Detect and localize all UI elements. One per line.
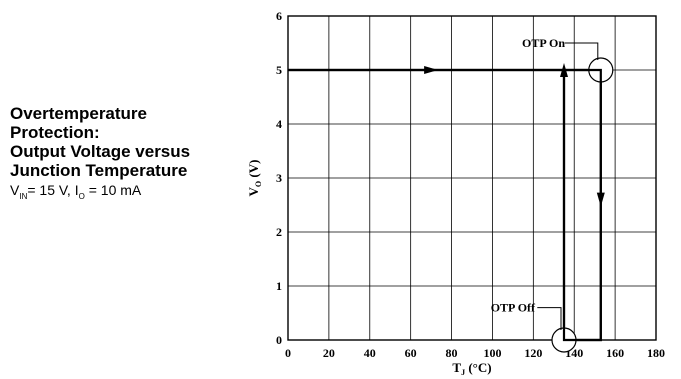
vin-subscript: IN: [19, 191, 28, 201]
vin-value: = 15 V,: [27, 182, 71, 198]
caption-line: Output Voltage versus: [10, 142, 191, 161]
y-tick-label: 2: [276, 225, 282, 239]
x-tick-label: 0: [285, 346, 291, 360]
vin-symbol: V: [10, 182, 20, 198]
y-tick-label: 1: [276, 279, 282, 293]
test-conditions: VIN= 15 V, IO = 10 mA: [10, 182, 250, 201]
y-axis-label: VO (V): [246, 160, 263, 197]
y-tick-label: 4: [276, 117, 282, 131]
x-tick-label: 160: [606, 346, 624, 360]
y-tick-label: 6: [276, 9, 282, 23]
x-axis-label: TJ (°C): [452, 360, 491, 377]
annotation-leader: [564, 42, 599, 60]
y-tick-label: 3: [276, 171, 282, 185]
x-tick-label: 60: [405, 346, 417, 360]
series-line: [288, 68, 602, 342]
x-tick-label: 80: [446, 346, 458, 360]
y-tick-label: 0: [276, 333, 282, 347]
x-tick-label: 40: [364, 346, 376, 360]
x-tick-label: 120: [524, 346, 542, 360]
caption-line: Overtemperature: [10, 104, 148, 123]
series-line-overlay: [288, 68, 602, 342]
chart-caption: Overtemperature Protection: Output Volta…: [10, 104, 250, 201]
x-tick-label: 180: [647, 346, 665, 360]
x-tick-label: 100: [483, 346, 501, 360]
x-tick-label: 20: [323, 346, 335, 360]
io-subscript: O: [78, 191, 85, 201]
caption-line: Protection:: [10, 123, 100, 142]
caption-line: Junction Temperature: [10, 161, 188, 180]
annotation-label: OTP On: [522, 36, 565, 50]
io-value: = 10 mA: [88, 182, 142, 198]
plot-frame: [287, 15, 657, 341]
annotation-leader: [537, 307, 562, 330]
annotation-label: OTP Off: [491, 301, 536, 315]
y-tick-label: 5: [276, 63, 282, 77]
io-symbol: I: [74, 182, 79, 198]
